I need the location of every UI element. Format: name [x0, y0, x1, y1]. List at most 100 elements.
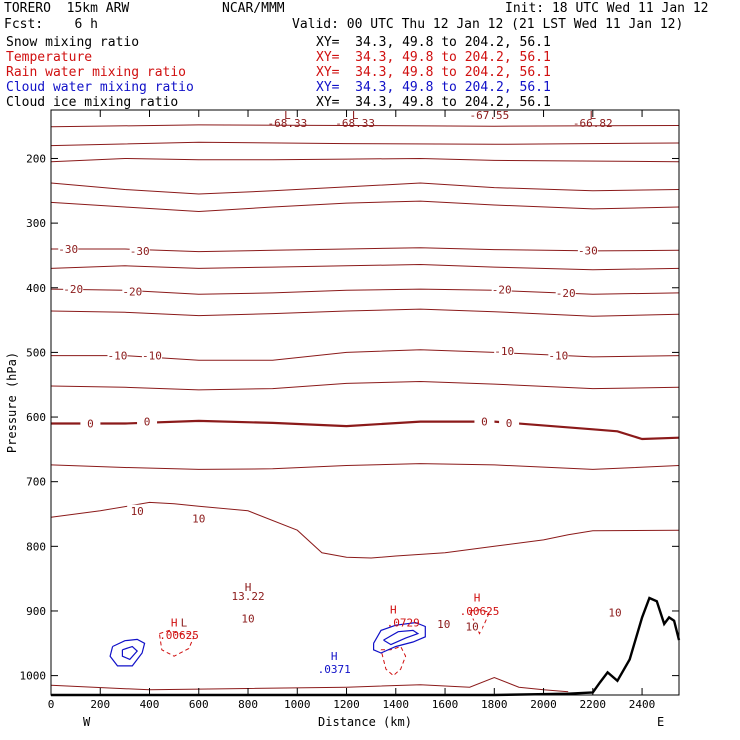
contour-label-bg [188, 512, 209, 524]
plot-frame [50, 109, 680, 696]
contour-label-bg [63, 283, 84, 295]
contour-value-label: 10 [241, 613, 254, 626]
x-tick-label: 200 [90, 698, 110, 711]
temperature-contour-15 [50, 676, 569, 693]
field-xy-cloud-water: XY= 34.3, 49.8 to 204.2, 56.1 [316, 80, 551, 95]
x-tick-label: 1600 [432, 698, 459, 711]
temperature-contour--5 [50, 380, 680, 391]
extremum-label: .00625 [460, 605, 500, 618]
extremum-label: -66.82 [573, 117, 613, 130]
contour-label-bg [127, 504, 148, 516]
contour-value-label: -30 [130, 245, 150, 258]
temperature-contour--20 [50, 288, 680, 295]
x-tick-label: 1000 [284, 698, 311, 711]
extremum-label: H [474, 591, 481, 604]
contour-value-label: 0 [506, 417, 513, 430]
cloud-water-contour [373, 621, 426, 654]
temperature-contour--15 [50, 308, 680, 317]
contour-label-bg [474, 415, 495, 427]
valid-time: Valid: 00 UTC Thu 12 Jan 12 (21 LST Wed … [292, 17, 684, 32]
extremum-label: -68.33 [335, 117, 375, 130]
west-label: W [83, 715, 91, 729]
east-label: E [657, 715, 664, 729]
field-label-rain: Rain water mixing ratio [6, 65, 187, 80]
terrain-line [51, 596, 681, 697]
contour-value-label: -30 [58, 243, 78, 256]
contour-value-label: 10 [192, 513, 205, 526]
field-label-cloud-ice: Cloud ice mixing ratio [6, 95, 179, 110]
contour-label-bg [129, 244, 150, 256]
temperature-contour-0 [51, 419, 680, 441]
temperature-contour--35 [50, 200, 680, 213]
field-xy-rain: XY= 34.3, 49.8 to 204.2, 56.1 [316, 65, 551, 80]
extremum-label: -67.55 [469, 109, 509, 122]
x-tick-label: 800 [238, 698, 258, 711]
rain-contour [158, 629, 195, 657]
field-xy-temperature: XY= 34.3, 49.8 to 204.2, 56.1 [316, 50, 551, 65]
field-label-temperature: Temperature [6, 50, 93, 65]
model-title: TORERO 15km ARW [4, 1, 130, 16]
contour-value-label: 0 [87, 418, 94, 431]
rain-contour [469, 609, 491, 635]
x-tick-label: 2000 [530, 698, 557, 711]
y-tick-label: 300 [26, 217, 46, 230]
field-xy-snow: XY= 34.3, 49.8 to 204.2, 56.1 [316, 35, 551, 50]
x-tick-label: 2200 [580, 698, 607, 711]
contour-value-label: -20 [556, 287, 576, 300]
contour-value-label: -30 [578, 244, 598, 257]
temperature-contour--40 [50, 182, 680, 195]
temperature-contour-10 [50, 501, 680, 559]
x-tick-label: 400 [140, 698, 160, 711]
contour-label-bg [58, 242, 79, 254]
extremum-label: L [589, 109, 596, 122]
extremum-label: L [284, 109, 291, 122]
extremum-label: -68.33 [268, 117, 308, 130]
contour-value-label: 10 [437, 618, 450, 631]
y-tick-label: 600 [26, 411, 46, 424]
contour-value-label: 10 [608, 606, 621, 619]
field-label-snow: Snow mixing ratio [6, 35, 140, 50]
y-tick-label: 200 [26, 152, 46, 165]
temperature-contour-5 [50, 463, 680, 470]
temperature-contour--55 [50, 124, 680, 128]
extremum-label: H [390, 604, 397, 617]
extremum-label: .00625 [159, 629, 199, 642]
rain-contour [380, 645, 407, 677]
x-tick-label: 600 [189, 698, 209, 711]
forecast-hour: Fcst: 6 h [4, 17, 98, 32]
contour-label-bg [577, 244, 598, 256]
contour-label-bg [80, 417, 101, 429]
contour-value-label: -10 [108, 350, 128, 363]
extremum-label: .0371 [318, 663, 351, 676]
contour-label-bg [555, 286, 576, 298]
extremum-label: H [331, 650, 338, 663]
contour-label-bg [499, 416, 520, 428]
x-tick-label: 1800 [481, 698, 508, 711]
contour-value-label: 10 [131, 505, 144, 518]
cloud-water-contour [383, 629, 420, 646]
contour-value-label: -20 [122, 286, 142, 299]
cloud-water-contour [121, 645, 139, 661]
field-label-cloud-water: Cloud water mixing ratio [6, 80, 194, 95]
contour-value-label: 0 [481, 416, 488, 429]
contour-value-label: -10 [548, 350, 568, 363]
contour-label-bg [462, 620, 483, 632]
x-tick-label: 0 [48, 698, 55, 711]
contour-value-label: -20 [63, 283, 83, 296]
contour-label-bg [491, 283, 512, 295]
init-time: Init: 18 UTC Wed 11 Jan 12 [505, 1, 709, 16]
extremum-label: H [171, 617, 178, 630]
cloud-water-contour [109, 638, 146, 667]
x-axis-label: Distance (km) [318, 715, 412, 729]
temperature-contour--25 [50, 263, 680, 271]
contour-label-bg [494, 345, 515, 357]
org-label: NCAR/MMM [222, 1, 285, 16]
x-tick-label: 1200 [333, 698, 360, 711]
y-tick-label: 900 [26, 605, 46, 618]
y-tick-label: 500 [26, 346, 46, 359]
contour-value-label: -10 [142, 350, 162, 363]
y-tick-label: 800 [26, 540, 46, 553]
contour-label-bg [238, 612, 259, 624]
temperature-contour--50 [50, 141, 680, 147]
